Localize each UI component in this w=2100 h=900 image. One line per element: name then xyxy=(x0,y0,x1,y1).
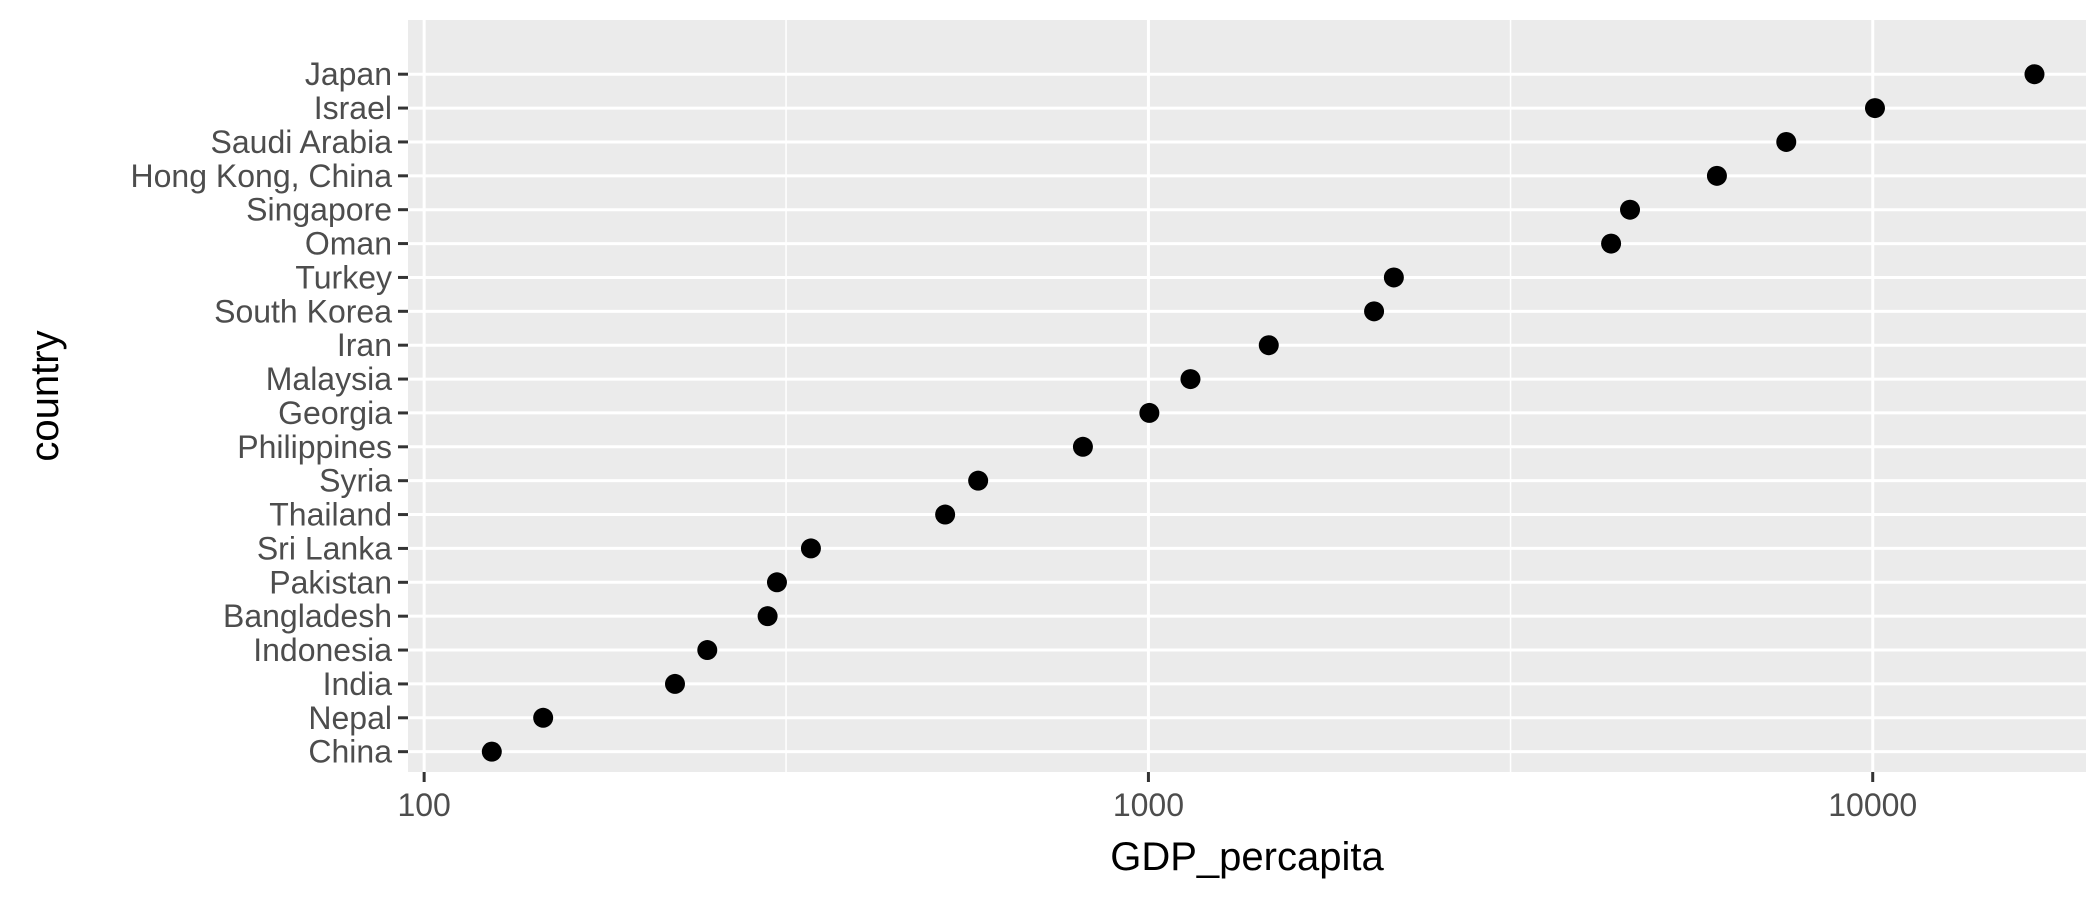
x-tick-label: 1000 xyxy=(1113,787,1184,823)
grid-lines xyxy=(408,20,2086,772)
y-tick-label: Pakistan xyxy=(269,564,392,600)
data-points xyxy=(481,64,2045,762)
y-tick-label: Philippines xyxy=(237,429,392,465)
y-tick-label: Georgia xyxy=(278,395,392,431)
panel-background xyxy=(408,20,2086,772)
x-tick-label: 100 xyxy=(397,787,450,823)
y-tick-label: South Korea xyxy=(214,293,392,329)
y-tick-label: Israel xyxy=(314,90,392,126)
y-tick-label: Iran xyxy=(337,327,392,363)
data-point xyxy=(766,572,787,593)
y-tick-label: Syria xyxy=(319,463,392,499)
y-tick-label: Singapore xyxy=(246,192,392,228)
data-point xyxy=(1383,267,1404,288)
axis-ticks xyxy=(398,72,1875,782)
data-point xyxy=(935,504,956,525)
y-tick-label: Indonesia xyxy=(253,632,392,668)
y-tick-label: China xyxy=(308,734,392,770)
data-point xyxy=(757,606,778,627)
data-point xyxy=(481,741,502,762)
y-tick-label: Turkey xyxy=(295,259,392,295)
x-tick-label: 10000 xyxy=(1828,787,1917,823)
data-point xyxy=(664,673,685,694)
y-tick-label: India xyxy=(323,666,393,702)
data-point xyxy=(1364,301,1385,322)
data-point xyxy=(800,538,821,559)
y-axis-title: country xyxy=(23,330,67,461)
y-tick-label: Thailand xyxy=(269,497,392,533)
y-tick-label: Japan xyxy=(305,56,392,92)
y-tick-label: Malaysia xyxy=(266,361,392,397)
data-point xyxy=(1139,402,1160,423)
data-point xyxy=(1864,98,1885,119)
data-point xyxy=(1258,335,1279,356)
data-point xyxy=(1776,131,1797,152)
y-tick-labels: ChinaNepalIndiaIndonesiaBangladeshPakist… xyxy=(130,56,392,769)
y-tick-label: Hong Kong, China xyxy=(130,158,392,194)
data-point xyxy=(1706,165,1727,186)
y-tick-label: Bangladesh xyxy=(223,598,392,634)
data-point xyxy=(2024,64,2045,85)
y-tick-label: Sri Lanka xyxy=(257,530,392,566)
data-point xyxy=(1620,199,1641,220)
data-point xyxy=(968,470,989,491)
y-tick-label: Saudi Arabia xyxy=(211,124,393,160)
x-axis-title: GDP_percapita xyxy=(1110,835,1384,879)
x-tick-labels: 100 1000 10000 xyxy=(397,787,1917,823)
y-tick-label: Oman xyxy=(305,226,392,262)
data-point xyxy=(1601,233,1622,254)
data-point xyxy=(1180,369,1201,390)
data-point xyxy=(697,640,718,661)
data-point xyxy=(533,707,554,728)
data-point xyxy=(1072,436,1093,457)
y-tick-label: Nepal xyxy=(308,700,392,736)
